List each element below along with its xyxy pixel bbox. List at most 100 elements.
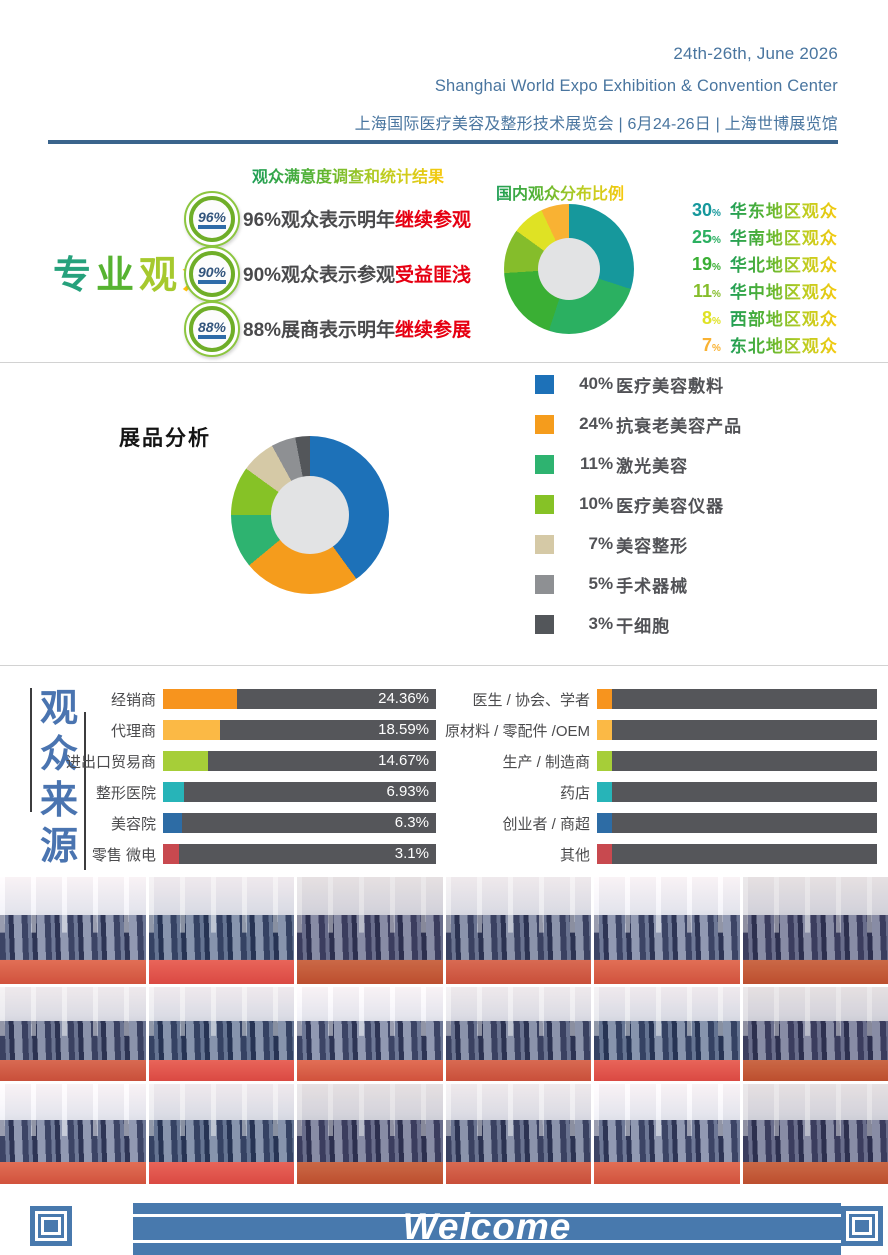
legend-swatch: [535, 574, 554, 594]
legend-value: 11: [692, 280, 712, 301]
bar: 6.3%: [163, 813, 436, 833]
exhibit-analysis-legend: 40% 医疗美容敷料 24% 抗衰老美容产品 11% 激光美容 10% 医疗美容仪器 7…: [535, 374, 742, 654]
bar-value: 14.67%: [378, 752, 429, 769]
legend-label: 医疗美容仪器: [616, 496, 725, 516]
vertical-title-rule-right: [84, 712, 86, 870]
section-title-exhibit-analysis: 展品分析: [119, 427, 211, 450]
exhibition-photo: [0, 877, 146, 984]
legend-label: 美容整形: [616, 536, 689, 556]
corner-frame-icon: [841, 1206, 883, 1246]
badge-ring: 90%: [189, 251, 235, 297]
audience-source-bars-left: 经销商 24.36% 代理商 18.59% 进出口贸易商 14.67% 整形医院 6.9…: [18, 689, 436, 875]
exhibition-photo: [148, 877, 294, 984]
legend-value: 25: [691, 226, 712, 247]
exhibition-photo: [594, 1084, 740, 1184]
title-char: 专: [53, 255, 97, 297]
bar: [597, 782, 877, 802]
legend-item: 10% 医疗美容仪器: [535, 494, 742, 516]
legend-item: 24% 抗衰老美容产品: [535, 414, 742, 436]
bar: 3.1%: [163, 844, 436, 864]
bar-row: 代理商 18.59%: [18, 720, 436, 740]
bar: [597, 689, 877, 709]
legend-label: 干细胞: [616, 616, 671, 636]
legend-label: 手术器械: [616, 576, 689, 596]
vertical-title-rule-left: [30, 688, 32, 812]
stat-highlight: 受益匪浅: [395, 265, 472, 286]
welcome-text: Welcome: [402, 1206, 572, 1247]
exhibition-photo: [297, 877, 443, 984]
bar: 24.36%: [163, 689, 436, 709]
legend-item: 11% 激光美容: [535, 454, 742, 476]
bar-value: 6.93%: [386, 783, 429, 800]
legend-label: 华南地区观众: [730, 224, 838, 249]
satisfaction-badge: 90%: [184, 246, 240, 302]
exhibition-photo: [297, 1084, 443, 1184]
bar: [597, 720, 877, 740]
legend-swatch: [535, 494, 554, 514]
exhibition-photo: [297, 987, 443, 1081]
exhibition-photo: [594, 987, 740, 1081]
bar: [597, 813, 877, 833]
legend-item: 19% 华北地区观众: [676, 250, 838, 277]
bar-label: 整形医院: [95, 784, 156, 802]
legend-item: 7% 东北地区观众: [676, 331, 838, 358]
stat-line: 90%观众表示参观受益匪浅: [243, 265, 472, 286]
badge-value: 96%: [197, 210, 227, 229]
bar: [597, 844, 877, 864]
exhibition-photo: [742, 877, 888, 984]
exhibition-photo: [445, 877, 591, 984]
legend-value: 30: [691, 199, 712, 220]
legend-item: 5% 手术器械: [535, 574, 742, 596]
stat-line: 88%展商表示明年继续参展: [243, 320, 472, 341]
bar-label: 药店: [559, 784, 590, 802]
section-divider: [0, 665, 888, 666]
legend-label: 华东地区观众: [730, 197, 838, 222]
bar-label: 原材料 / 零配件 /OEM: [444, 722, 590, 740]
bar-row: 原材料 / 零配件 /OEM: [440, 720, 877, 740]
bar: 6.93%: [163, 782, 436, 802]
bar-row: 美容院 6.3%: [18, 813, 436, 833]
title-char: 观: [139, 255, 183, 297]
bar-row: 创业者 / 商超: [440, 813, 877, 833]
stat-highlight: 继续参观: [395, 210, 472, 231]
legend-item: 8% 西部地区观众: [676, 304, 838, 331]
bar-row: 零售 微电 3.1%: [18, 844, 436, 864]
regional-distribution-title: 国内观众分布比例: [496, 180, 624, 204]
regional-distribution-donut-chart: [504, 204, 634, 334]
bar-value: 24.36%: [378, 690, 429, 707]
legend-item: 30% 华东地区观众: [676, 196, 838, 223]
bar-row: 药店: [440, 782, 877, 802]
legend-swatch: [535, 534, 554, 554]
bar: [597, 751, 877, 771]
legend-item: 7% 美容整形: [535, 534, 742, 556]
exhibition-photo: [742, 1084, 888, 1184]
bar-row: 生产 / 制造商: [440, 751, 877, 771]
bar-label: 生产 / 制造商: [502, 753, 590, 771]
legend-item: 40% 医疗美容敷料: [535, 374, 742, 396]
bar-label: 创业者 / 商超: [502, 815, 590, 833]
bar-value: 3.1%: [394, 845, 429, 862]
bar-value: 6.3%: [394, 814, 429, 831]
regional-distribution-legend: 30% 华东地区观众 25% 华南地区观众 19% 华北地区观众 11% 华中地区观众 …: [676, 196, 838, 358]
badge-ring: 88%: [189, 306, 235, 352]
event-title-cn: 上海国际医疗美容及整形技术展览会 | 6月24-26日 | 上海世博展览馆: [354, 116, 838, 133]
banner-stripe: [133, 1214, 841, 1217]
badge-value: 88%: [197, 320, 227, 339]
bar: 18.59%: [163, 720, 436, 740]
bar-label: 美容院: [110, 815, 156, 833]
legend-swatch: [535, 454, 554, 474]
bar-row: 整形医院 6.93%: [18, 782, 436, 802]
exhibition-photo: [445, 987, 591, 1081]
photo-collage: [0, 877, 888, 1184]
bar-label: 零售 微电: [91, 846, 156, 864]
stat-line: 96%观众表示明年继续参观: [243, 210, 472, 231]
bar-value: 18.59%: [378, 721, 429, 738]
bar-label: 进出口贸易商: [65, 753, 156, 771]
satisfaction-badge: 88%: [184, 301, 240, 357]
legend-label: 华中地区观众: [730, 278, 838, 303]
section-divider: [0, 362, 888, 363]
header-divider: [48, 140, 838, 144]
event-dates: 24th-26th, June 2026: [673, 44, 838, 63]
exhibition-photo: [594, 877, 740, 984]
legend-swatch: [535, 414, 554, 434]
